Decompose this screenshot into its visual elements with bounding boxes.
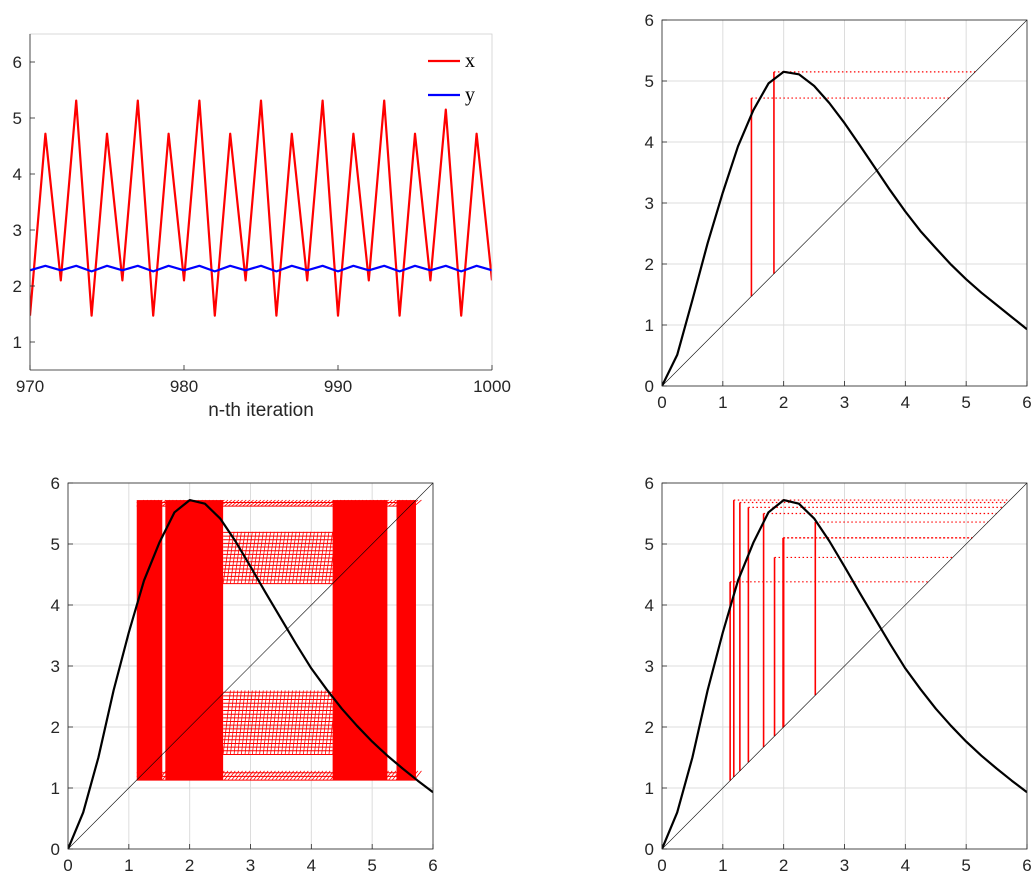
y-tick-label: 1: [51, 779, 60, 798]
y-tick-label: 4: [645, 596, 654, 615]
series-line-y: [30, 264, 492, 273]
cobweb-hatch-band: [136, 770, 422, 781]
cobweb-hatch-band: [222, 531, 341, 585]
y-tick-label: 5: [13, 109, 22, 128]
x-tick-label: 1: [718, 393, 727, 412]
x-axis-label: n-th iteration: [208, 400, 314, 421]
x-tick-label: 4: [901, 393, 910, 412]
x-tick-label: 3: [840, 393, 849, 412]
cobweb-hatch-band: [222, 690, 341, 755]
x-tick-label: 970: [16, 377, 44, 396]
x-tick-label: 5: [367, 856, 376, 875]
y-tick-label: 4: [51, 596, 60, 615]
identity-diagonal: [662, 20, 1027, 386]
legend-label-x: x: [465, 50, 475, 72]
time-series-panel: 970 980 990 1000 1 2 3 4 5 6 n-th iteration x y: [13, 33, 511, 421]
x-tick-label: 3: [840, 856, 849, 875]
map-curve: [662, 70, 1027, 386]
legend-label-y: y: [465, 84, 475, 106]
x-tick-label: 0: [63, 856, 72, 875]
cobweb-panel-bottom-left: 0 1 2 3 4 5 6 0 1 2 3 4 5 6: [51, 474, 438, 875]
y-tick-label: 4: [645, 133, 654, 152]
x-tick-label: 0: [657, 856, 666, 875]
identity-diagonal: [68, 483, 433, 849]
x-tick-label: 0: [657, 393, 666, 412]
cobweb-filled-band: [332, 500, 388, 781]
x-tick-label: 990: [324, 377, 352, 396]
cobweb-panel-bottom-right: 0 1 2 3 4 5 6 0 1 2 3 4 5 6: [645, 474, 1032, 875]
x-tick-label: 1000: [473, 377, 511, 396]
y-tick-label: 5: [645, 72, 654, 91]
x-tick-label: 2: [185, 856, 194, 875]
x-tick-label: 4: [307, 856, 316, 875]
map-curve: [662, 499, 1027, 849]
y-tick-label: 4: [13, 165, 22, 184]
y-tick-label: 1: [13, 333, 22, 352]
x-tick-label: 980: [170, 377, 198, 396]
y-tick-label: 3: [13, 221, 22, 240]
y-tick-label: 6: [645, 474, 654, 493]
y-tick-label: 3: [645, 194, 654, 213]
y-tick-label: 6: [13, 53, 22, 72]
x-tick-label: 3: [246, 856, 255, 875]
x-tick-label: 2: [779, 856, 788, 875]
y-tick-label: 5: [51, 535, 60, 554]
map-curve: [68, 499, 433, 849]
x-tick-label: 5: [961, 393, 970, 412]
legend: x y: [428, 50, 475, 106]
y-tick-label: 0: [645, 377, 654, 396]
x-tick-label: 4: [901, 856, 910, 875]
identity-diagonal: [662, 483, 1027, 849]
y-tick-label: 3: [645, 657, 654, 676]
x-tick-label: 1: [124, 856, 133, 875]
x-tick-label: 5: [961, 856, 970, 875]
cobweb-filled-band: [396, 500, 416, 781]
x-tick-label: 2: [779, 393, 788, 412]
y-tick-label: 6: [51, 474, 60, 493]
y-tick-label: 2: [13, 277, 22, 296]
x-tick-label: 6: [1022, 856, 1031, 875]
y-tick-label: 0: [645, 840, 654, 859]
x-tick-label: 6: [1022, 393, 1031, 412]
cobweb-filled-band: [165, 500, 224, 781]
x-tick-label: 6: [428, 856, 437, 875]
y-tick-label: 2: [645, 718, 654, 737]
cobweb-hatch-band: [136, 499, 422, 507]
y-tick-label: 2: [645, 255, 654, 274]
y-tick-label: 0: [51, 840, 60, 859]
y-tick-label: 2: [51, 718, 60, 737]
y-tick-label: 5: [645, 535, 654, 554]
cobweb-panel-top-right: 0 1 2 3 4 5 6 0 1 2 3 4 5 6: [645, 11, 1032, 412]
y-tick-label: 3: [51, 657, 60, 676]
y-tick-label: 1: [645, 316, 654, 335]
y-tick-label: 1: [645, 779, 654, 798]
y-tick-label: 6: [645, 11, 654, 30]
x-tick-label: 1: [718, 856, 727, 875]
series-line-x: [30, 99, 492, 317]
